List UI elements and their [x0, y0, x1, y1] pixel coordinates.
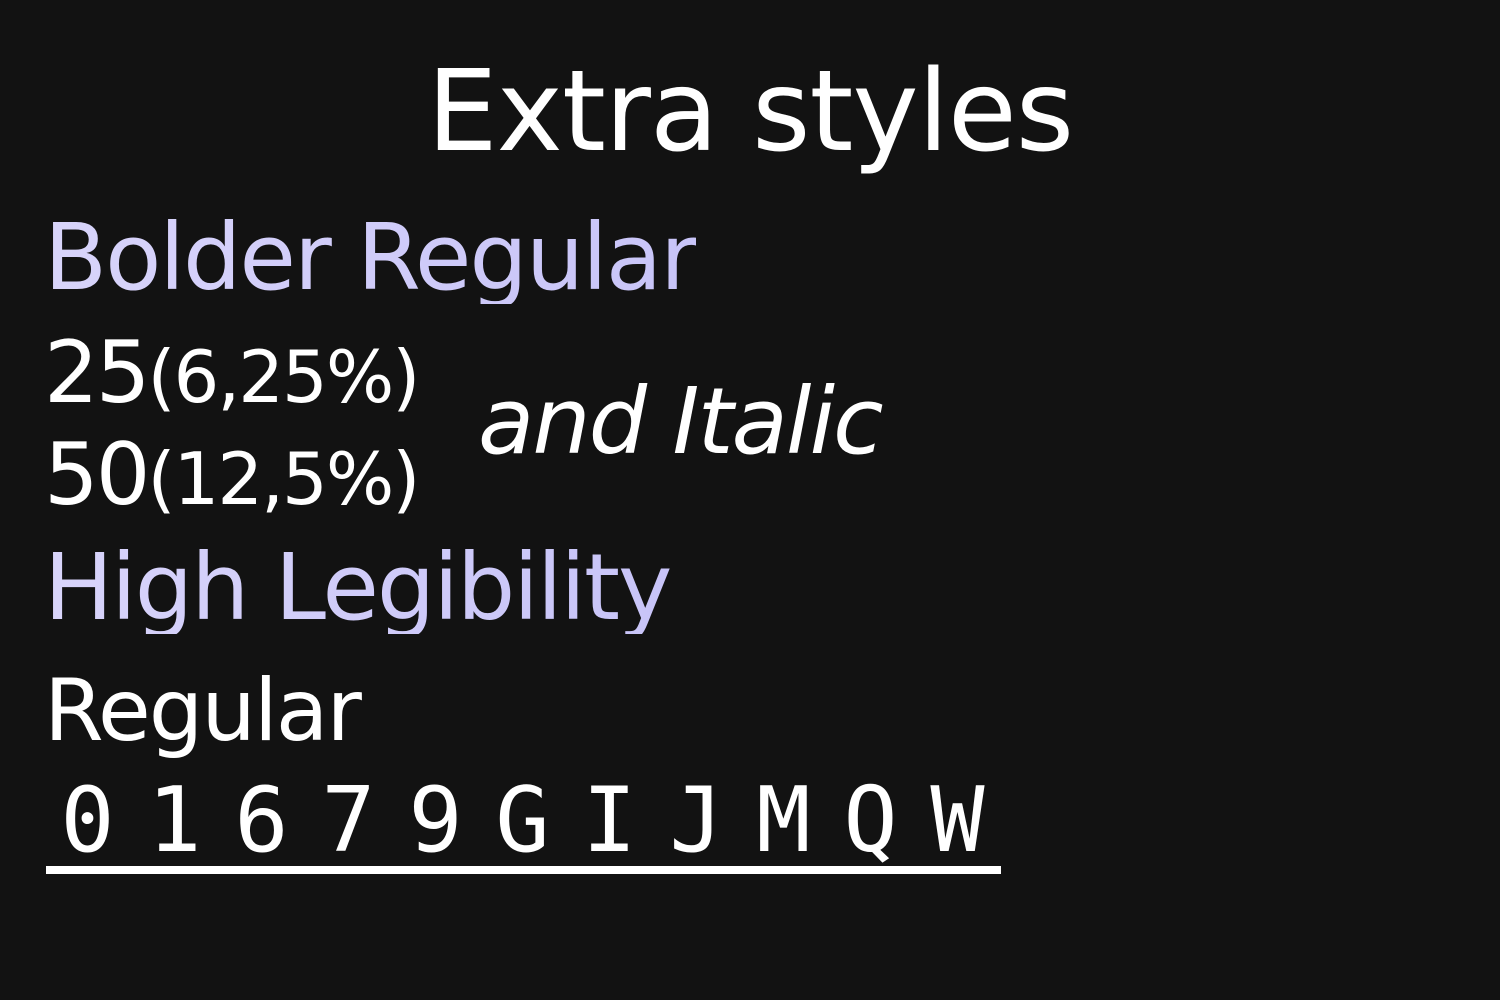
glyph: 1 — [147, 768, 202, 873]
glyph: I — [582, 768, 637, 873]
weight-value: 25 — [44, 323, 150, 423]
glyph: W — [930, 768, 985, 873]
glyph: 0 — [60, 768, 115, 873]
glyph: M — [756, 768, 811, 873]
glyph: G — [495, 768, 550, 873]
weight-percent: (12,5%) — [147, 437, 420, 521]
regular-label: Regular — [44, 661, 362, 761]
glyph: 7 — [321, 768, 376, 873]
weight-row-25: 25(6,25%) — [44, 330, 420, 419]
weight-row-50: 50(12,5%) — [44, 432, 420, 521]
glyph-sample-row: 0 1 6 7 9 G I J M Q W — [44, 776, 1004, 872]
glyph: Q — [843, 768, 898, 873]
glyph-underline — [46, 866, 1001, 874]
italic-label: and Italic — [478, 368, 884, 475]
weight-value: 50 — [44, 425, 150, 525]
bolder-regular-heading: Bolder Regular — [44, 204, 698, 311]
glyph: 6 — [234, 768, 289, 873]
high-legibility-heading: High Legibility — [44, 534, 672, 641]
weight-percent: (6,25%) — [147, 335, 420, 419]
slide-title: Extra styles — [426, 47, 1074, 177]
glyph: J — [669, 768, 724, 873]
glyph: 9 — [408, 768, 463, 873]
